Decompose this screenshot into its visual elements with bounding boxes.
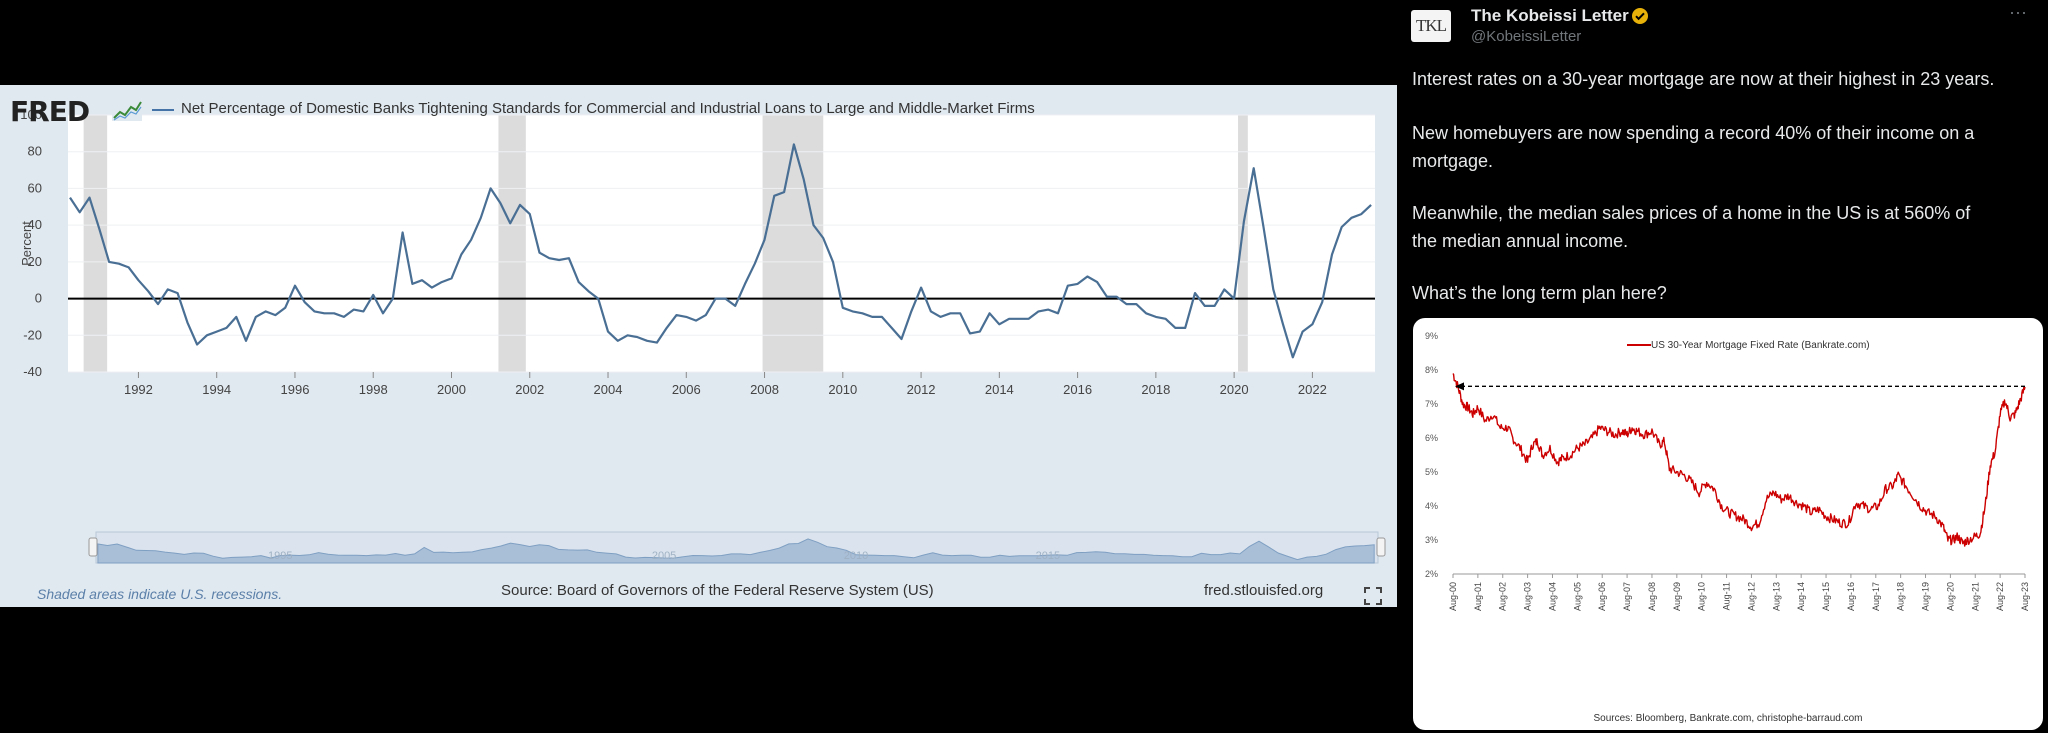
mortgage-chart: 9% 8% 7% 6% 5% 4% 3% 2% Aug-00 Aug-01 Aug-02 Aug-03… (1425, 331, 2030, 724)
x-tick-label: 2008 (750, 382, 779, 397)
x-tick-label: Aug-13 (1771, 582, 1781, 611)
y-tick-label: 6% (1425, 433, 1438, 443)
x-tick-label: 2006 (672, 382, 701, 397)
x-tick-label: Aug-18 (1896, 582, 1906, 611)
x-tick-label: 2002 (515, 382, 544, 397)
x-tick-label: Aug-23 (2020, 582, 2030, 611)
fred-logo[interactable]: FRED (10, 95, 90, 128)
x-tick-label: Aug-00 (1448, 582, 1458, 611)
author-handle[interactable]: @KobeissiLetter (1471, 28, 1582, 45)
tweet-text-line: Meanwhile, the median sales prices of a … (1412, 203, 1971, 223)
avatar[interactable]: TKL (1411, 10, 1451, 42)
plot-area (68, 115, 1375, 372)
x-tick-label: Aug-19 (1921, 582, 1931, 611)
fred-logo-graph-icon (112, 99, 142, 121)
recession-band (1238, 115, 1248, 372)
x-tick-label: Aug-12 (1746, 582, 1756, 611)
fred-recession-footnote: Shaded areas indicate U.S. recessions. (37, 586, 283, 602)
recession-band (498, 115, 526, 372)
x-tick-label: Aug-04 (1547, 582, 1557, 611)
author-name[interactable]: The Kobeissi Letter (1471, 6, 1629, 25)
tweet-text-line: New homebuyers are now spending a record… (1412, 123, 1975, 143)
x-tick-label: Aug-01 (1473, 582, 1483, 611)
y-tick-label: 9% (1425, 331, 1438, 341)
x-tick-label: Aug-07 (1622, 582, 1632, 611)
x-tick-label: Aug-20 (1945, 582, 1955, 611)
legend-label: US 30-Year Mortgage Fixed Rate (Bankrate… (1651, 340, 1870, 351)
x-tick-label: Aug-21 (1970, 582, 1980, 611)
fred-chart: 100 80 60 40 20 0 -20 -40 1992 1994 1996 1998 2000 20… (19, 107, 1386, 564)
fred-source: Source: Board of Governors of the Federa… (501, 582, 934, 599)
x-tick-label: Aug-06 (1597, 582, 1607, 611)
tweet-text-line: What’s the long term plan here? (1412, 283, 1667, 303)
y-tick-label: 20 (28, 254, 42, 269)
tweet-text-line: Interest rates on a 30-year mortgage are… (1412, 69, 1995, 89)
x-tick-label: Aug-09 (1672, 582, 1682, 611)
x-tick-label: 2018 (1141, 382, 1170, 397)
x-tick-label: Aug-11 (1722, 582, 1732, 610)
mortgage-chart-image[interactable]: 9% 8% 7% 6% 5% 4% 3% 2% Aug-00 Aug-01 Aug-02 Aug-03… (1413, 318, 2043, 730)
recession-band (762, 115, 824, 372)
y-tick-label: 4% (1425, 501, 1438, 511)
y-axis-label: Percent (19, 221, 34, 266)
y-tick-label: 5% (1425, 467, 1438, 477)
y-tick-label: 8% (1425, 365, 1438, 375)
navigator-handle-right[interactable] (1376, 537, 1386, 557)
y-tick-label: 2% (1425, 569, 1438, 579)
y-tick-label: 100 (20, 107, 42, 122)
y-tick-label: -40 (23, 364, 42, 379)
x-tick-label: Aug-10 (1697, 582, 1707, 611)
fred-chart-panel: 100 80 60 40 20 0 -20 -40 1992 1994 1996 1998 2000 20… (0, 85, 1397, 607)
y-tick-label: 0 (35, 291, 42, 306)
x-tick-label: 2004 (594, 382, 623, 397)
x-tick-label: Aug-03 (1523, 582, 1533, 611)
x-tick-label: 1998 (359, 382, 388, 397)
navigator-year-label: 2015 (1036, 550, 1060, 562)
y-tick-label: 3% (1425, 535, 1438, 545)
fred-url-link[interactable]: fred.stlouisfed.org (1204, 582, 1324, 599)
x-tick-label: Aug-02 (1498, 582, 1508, 611)
y-tick-label: -20 (23, 327, 42, 342)
mortgage-rate-line (1452, 373, 2026, 547)
y-tick-label: 40 (28, 217, 42, 232)
x-tick-label: 1994 (202, 382, 231, 397)
fullscreen-icon[interactable] (1364, 587, 1382, 605)
navigator-handle-left[interactable] (88, 537, 98, 557)
verified-badge-icon (1632, 8, 1648, 24)
fred-chart-title: Net Percentage of Domestic Banks Tighten… (181, 100, 1035, 117)
x-tick-label: 2010 (828, 382, 857, 397)
x-tick-label: 2000 (437, 382, 466, 397)
navigator-year-label: 2010 (844, 550, 868, 562)
x-tick-label: Aug-14 (1796, 582, 1806, 611)
x-tick-label: 2020 (1220, 382, 1249, 397)
more-options-icon[interactable]: ··· (2009, 2, 2027, 22)
y-tick-label: 7% (1425, 399, 1438, 409)
x-tick-label: 1996 (281, 382, 310, 397)
x-tick-label: 2016 (1063, 382, 1092, 397)
x-tick-label: Aug-16 (1846, 582, 1856, 611)
x-tick-label: Aug-05 (1572, 582, 1582, 611)
y-tick-label: 60 (28, 180, 42, 195)
y-tick-label: 80 (28, 144, 42, 159)
x-tick-label: 2014 (985, 382, 1014, 397)
navigator-series-area (97, 538, 1375, 564)
data-series-line (69, 143, 1372, 359)
x-tick-label: Aug-17 (1871, 582, 1881, 611)
navigator-year-label: 2005 (652, 550, 676, 562)
recession-band (83, 115, 108, 372)
mortgage-chart-source: Sources: Bloomberg, Bankrate.com, christ… (1593, 713, 1862, 724)
x-tick-label: 1992 (124, 382, 153, 397)
x-tick-label: Aug-22 (1995, 582, 2005, 611)
x-tick-label: 2012 (907, 382, 936, 397)
fred-legend-swatch (152, 109, 174, 111)
reference-arrow-head (1455, 382, 1464, 391)
x-tick-label: Aug-15 (1821, 582, 1831, 611)
navigator-year-label: 1995 (268, 550, 292, 562)
x-tick-label: Aug-08 (1647, 582, 1657, 611)
tweet-text-line: mortgage. (1412, 151, 1494, 171)
x-tick-label: 2022 (1298, 382, 1327, 397)
tweet-text-line: the median annual income. (1412, 231, 1629, 251)
